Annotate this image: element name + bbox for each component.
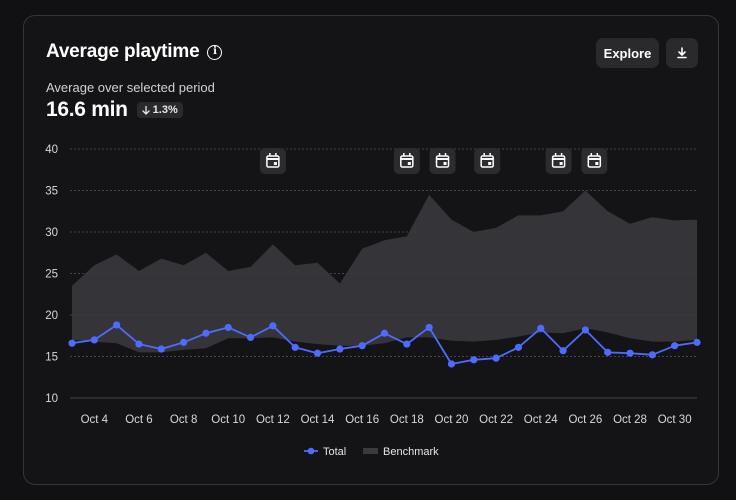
card-title: Average playtime <box>46 41 200 62</box>
total-point[interactable] <box>403 340 411 348</box>
x-tick-label: Oct 14 <box>301 414 335 426</box>
y-tick-label: 30 <box>45 227 58 239</box>
x-tick-label: Oct 24 <box>524 414 558 426</box>
x-tick-label: Oct 20 <box>435 414 469 426</box>
y-tick-label: 10 <box>45 393 58 405</box>
card-subtitle: Average over selected period <box>46 80 215 95</box>
y-tick-label: 20 <box>45 310 58 322</box>
total-point[interactable] <box>492 354 500 362</box>
x-axis-labels: Oct 4 Oct 6 Oct 8 Oct 10 Oct 12 Oct 14 Oct 16 O… <box>81 414 692 426</box>
explore-button[interactable]: Explore <box>596 38 659 68</box>
calendar-icon[interactable] <box>545 148 572 174</box>
total-point[interactable] <box>68 339 76 347</box>
total-point[interactable] <box>447 360 456 368</box>
metric-value: 16.6 min <box>46 98 128 121</box>
y-axis-labels: 10 15 20 25 30 35 40 <box>45 144 58 405</box>
total-point[interactable] <box>671 342 679 350</box>
total-point[interactable] <box>626 349 634 357</box>
calendar-icon[interactable] <box>581 148 608 174</box>
total-point[interactable] <box>224 323 232 332</box>
total-point[interactable] <box>202 329 210 337</box>
total-point[interactable] <box>90 336 98 344</box>
total-point[interactable] <box>425 323 433 332</box>
legend-item-benchmark[interactable]: Benchmark <box>363 446 439 458</box>
x-tick-label: Oct 16 <box>345 414 379 426</box>
total-point[interactable] <box>358 342 366 350</box>
x-tick-label: Oct 12 <box>256 414 290 426</box>
total-point[interactable] <box>559 347 567 355</box>
y-tick-label: 40 <box>45 144 58 156</box>
download-button[interactable] <box>666 38 698 68</box>
total-point[interactable] <box>470 356 478 364</box>
legend-label-benchmark: Benchmark <box>383 446 439 458</box>
total-point[interactable] <box>246 333 255 342</box>
x-tick-label: Oct 6 <box>125 414 152 426</box>
total-point[interactable] <box>514 343 523 351</box>
delta-value: 1.3% <box>152 104 178 116</box>
total-point[interactable] <box>269 322 277 330</box>
total-line-group <box>68 321 701 368</box>
calendar-icon[interactable] <box>259 148 286 174</box>
legend: Total Benchmark <box>304 446 439 458</box>
total-point[interactable] <box>648 351 656 359</box>
legend-label-total: Total <box>323 446 346 458</box>
total-point[interactable] <box>336 345 344 353</box>
total-point[interactable] <box>135 340 143 348</box>
total-point[interactable] <box>693 338 701 346</box>
metric-row: 16.6 min 1.3% <box>46 98 183 122</box>
total-point[interactable] <box>291 343 299 351</box>
arrow-down-icon <box>142 105 150 115</box>
total-point[interactable] <box>313 349 322 357</box>
download-icon <box>677 47 687 59</box>
benchmark-area <box>72 190 697 353</box>
y-tick-label: 25 <box>45 269 58 281</box>
total-point[interactable] <box>581 326 589 334</box>
x-tick-label: Oct 10 <box>211 414 245 426</box>
info-icon[interactable]: i <box>207 44 223 60</box>
x-tick-label: Oct 22 <box>479 414 513 426</box>
total-point[interactable] <box>180 338 188 346</box>
legend-item-total[interactable]: Total <box>304 446 346 458</box>
x-tick-label: Oct 26 <box>568 414 602 426</box>
x-tick-label: Oct 18 <box>390 414 424 426</box>
calendar-icon[interactable] <box>429 148 456 174</box>
calendar-icon[interactable] <box>393 148 420 174</box>
total-point[interactable] <box>380 329 389 337</box>
x-tick-label: Oct 28 <box>613 414 647 426</box>
y-tick-label: 15 <box>45 352 58 364</box>
calendar-icon[interactable] <box>474 148 501 174</box>
x-tick-label: Oct 4 <box>81 414 109 426</box>
total-point[interactable] <box>113 321 121 329</box>
benchmark-band <box>72 190 697 353</box>
x-tick-label: Oct 30 <box>658 414 692 426</box>
delta-badge: 1.3% <box>136 102 183 118</box>
card-title-row: Average playtime i <box>46 41 223 63</box>
event-markers <box>259 148 608 174</box>
total-point[interactable] <box>604 348 612 356</box>
total-point[interactable] <box>157 345 165 353</box>
y-tick-label: 35 <box>45 186 58 198</box>
total-point[interactable] <box>537 324 545 332</box>
x-tick-label: Oct 8 <box>170 414 197 426</box>
